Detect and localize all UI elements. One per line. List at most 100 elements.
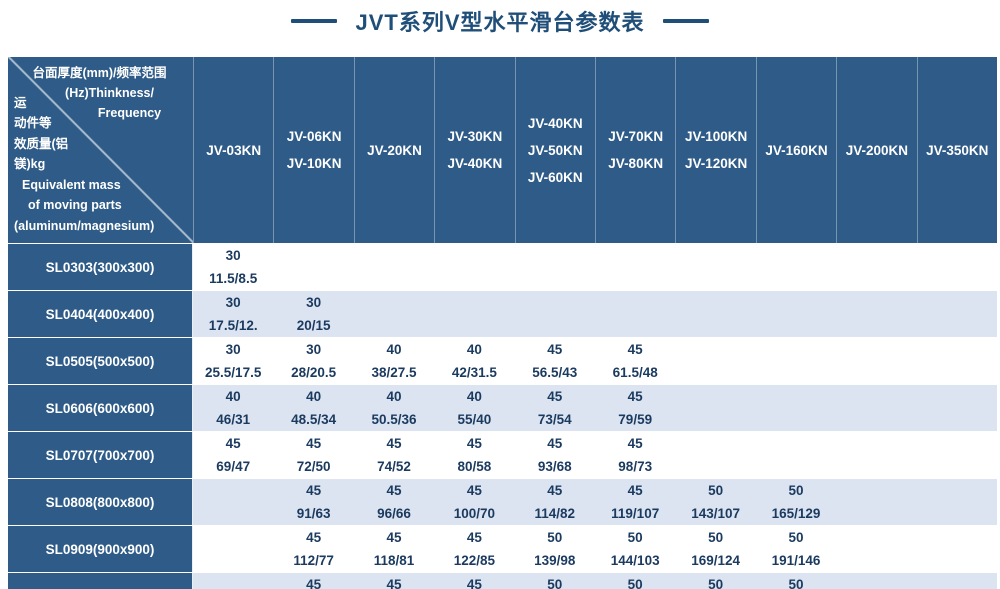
frequency-value: 20/15 <box>296 318 331 333</box>
column-header-line: JV-10KN <box>286 156 342 171</box>
thickness-value <box>675 432 755 455</box>
frequency-value: 74/52 <box>377 459 411 474</box>
data-cell: 45 61.5/48 <box>595 338 675 384</box>
data-cell <box>675 291 755 337</box>
thickness-value: 45 <box>386 577 402 589</box>
frequency-value <box>917 361 997 384</box>
column-header: JV-200KN <box>836 57 917 243</box>
title-dash-right <box>662 19 709 23</box>
data-cell: 45 119/107 <box>595 479 675 525</box>
data-cell: 45 <box>354 573 434 589</box>
thickness-value <box>675 291 755 314</box>
thickness-value <box>756 338 836 361</box>
frequency-value <box>515 267 595 290</box>
column-header: JV-03KN <box>193 57 274 243</box>
column-header-line: JV-350KN <box>926 142 989 158</box>
frequency-value <box>917 408 997 431</box>
thickness-value <box>756 291 836 314</box>
thickness-value: 30 <box>225 342 241 357</box>
data-cell: 30 20/15 <box>273 291 353 337</box>
frequency-value <box>434 314 514 337</box>
thickness-value: 45 <box>627 436 643 451</box>
frequency-value: 112/77 <box>293 553 334 568</box>
frequency-value <box>917 502 997 525</box>
frequency-value: 11.5/8.5 <box>209 271 258 286</box>
title-dash-left <box>291 19 338 23</box>
data-cell: 50 143/107 <box>675 479 755 525</box>
frequency-value <box>354 314 434 337</box>
data-cell: 45 96/66 <box>354 479 434 525</box>
corner-header-cell: 台面厚度(mm)/频率范围 (Hz)Thinkness/ Frequency 运… <box>8 57 193 243</box>
thickness-value <box>836 291 916 314</box>
row-label: SL0404(400x400) <box>8 291 193 337</box>
frequency-value: 96/66 <box>377 506 411 521</box>
frequency-value: 46/31 <box>216 412 251 427</box>
column-header: JV-100KN JV-120KN <box>675 57 756 243</box>
frequency-value: 42/31.5 <box>451 365 497 380</box>
corner-bottom-line: of moving parts <box>28 198 122 212</box>
row-label: SL0606(600x600) <box>8 385 193 431</box>
thickness-value <box>917 573 997 589</box>
thickness-value <box>917 291 997 314</box>
thickness-value: 30 <box>225 295 241 310</box>
data-cell <box>836 244 916 290</box>
data-cell <box>917 479 997 525</box>
thickness-value <box>756 244 836 267</box>
corner-bottom-line: 动件等 <box>14 116 52 130</box>
thickness-value <box>836 526 916 549</box>
data-cell <box>675 244 755 290</box>
corner-bottom-line: (aluminum/magnesium) <box>14 218 155 233</box>
thickness-value <box>354 244 434 267</box>
data-cell: 45 98/73 <box>595 432 675 478</box>
thickness-value: 30 <box>306 295 322 310</box>
frequency-value: 55/40 <box>457 412 492 427</box>
row-label: SL0505(500x500) <box>8 338 193 384</box>
column-header-line: JV-40KN <box>527 115 583 131</box>
frequency-value: 73/54 <box>537 412 572 427</box>
thickness-value <box>917 526 997 549</box>
column-header-line: JV-60KN <box>527 169 583 185</box>
thickness-value: 45 <box>466 436 482 451</box>
data-cell <box>193 479 273 525</box>
column-header-line: JV-20KN <box>367 142 422 158</box>
column-header: JV-350KN <box>916 57 997 243</box>
data-cell: 45 69/47 <box>193 432 273 478</box>
column-header-line: JV-70KN <box>608 129 664 144</box>
thickness-value: 50 <box>708 530 724 545</box>
thickness-value <box>756 432 836 455</box>
frequency-value: 17.5/12. <box>208 318 258 333</box>
data-cell: 45 74/52 <box>354 432 434 478</box>
data-cell: 30 25.5/17.5 <box>193 338 273 384</box>
thickness-value <box>515 291 595 314</box>
thickness-value: 45 <box>466 577 482 589</box>
frequency-value <box>756 455 836 478</box>
column-header-line: JV-30KN <box>447 129 503 144</box>
frequency-value <box>836 408 916 431</box>
row-label: SL0808(800x800) <box>8 479 193 525</box>
data-cell <box>917 338 997 384</box>
data-cell: 30 28/20.5 <box>273 338 353 384</box>
data-cell: 30 11.5/8.5 <box>193 244 273 290</box>
row-label: SL0909(900x900) <box>8 526 193 572</box>
thickness-value <box>756 385 836 408</box>
data-cell <box>836 573 916 589</box>
frequency-value <box>515 314 595 337</box>
data-cell: 40 48.5/34 <box>273 385 353 431</box>
corner-bottom-line: Equivalent mass <box>22 177 121 192</box>
data-cell: 45 <box>434 573 514 589</box>
data-cell <box>756 291 836 337</box>
table-row: SL0707(700x700) 45 69/47 45 72/50 45 74/52 45 80… <box>8 431 997 478</box>
frequency-value <box>756 314 836 337</box>
column-header-line: JV-100KN <box>684 129 748 144</box>
column-header-line: JV-120KN <box>684 156 748 171</box>
frequency-value <box>917 549 997 572</box>
column-header-line: JV-06KN <box>286 129 342 144</box>
thickness-value <box>515 244 595 267</box>
frequency-value: 48.5/34 <box>291 412 337 427</box>
frequency-value <box>595 314 675 337</box>
data-cell: 50 <box>515 573 595 589</box>
frequency-value: 91/63 <box>296 506 331 521</box>
data-cell <box>756 432 836 478</box>
thickness-value: 30 <box>225 248 241 263</box>
thickness-value <box>193 479 273 502</box>
